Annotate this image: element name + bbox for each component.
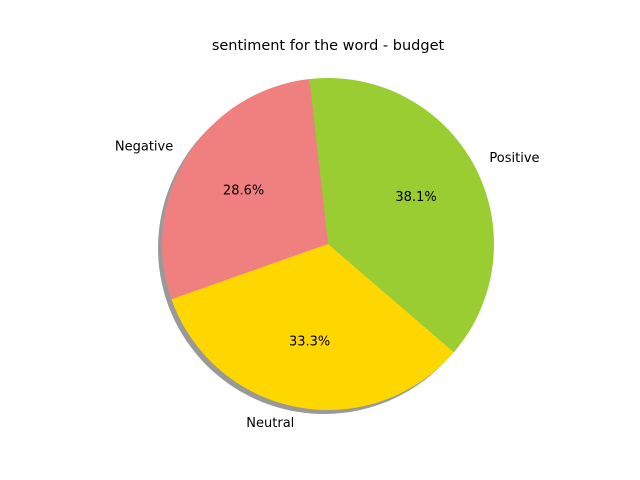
slice-percent-negative: 28.6% xyxy=(223,184,264,199)
pie-slice-negative xyxy=(161,79,328,300)
chart-title: sentiment for the word - budget xyxy=(212,38,445,54)
pie-slice-neutral xyxy=(171,244,454,410)
pie-slices xyxy=(161,78,494,410)
slice-percent-positive: 38.1% xyxy=(395,190,436,205)
pie-slice-positive xyxy=(309,78,494,353)
slice-label-positive: Positive xyxy=(489,151,539,166)
pie-labels: Positive 38.1% Negative 28.6% Neutral 33.3% xyxy=(115,140,540,431)
slice-percent-neutral: 33.3% xyxy=(289,334,330,349)
slice-label-negative: Negative xyxy=(115,140,173,155)
slice-label-neutral: Neutral xyxy=(246,416,294,431)
